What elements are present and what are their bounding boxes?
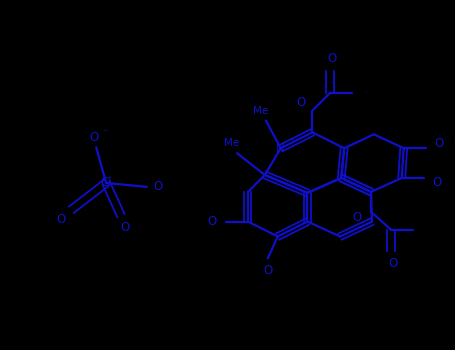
- Text: O: O: [353, 211, 362, 224]
- Text: O: O: [56, 213, 65, 226]
- Text: O: O: [296, 96, 305, 109]
- Text: O: O: [207, 215, 217, 228]
- Text: Me: Me: [224, 138, 240, 148]
- Text: ⁻: ⁻: [102, 128, 108, 138]
- Text: –: –: [454, 140, 455, 146]
- Text: N: N: [276, 142, 285, 155]
- Text: O: O: [263, 264, 273, 277]
- Text: Me?: Me?: [364, 92, 367, 93]
- Text: O: O: [153, 180, 162, 194]
- Text: O: O: [90, 131, 99, 144]
- Text: O: O: [433, 176, 442, 189]
- Text: O: O: [121, 221, 130, 234]
- Text: ⁺: ⁺: [289, 137, 294, 146]
- Text: O: O: [388, 257, 397, 270]
- Text: Me: Me: [253, 106, 268, 116]
- Text: O: O: [328, 52, 337, 65]
- Text: O: O: [435, 137, 444, 150]
- Text: Cl: Cl: [100, 176, 112, 189]
